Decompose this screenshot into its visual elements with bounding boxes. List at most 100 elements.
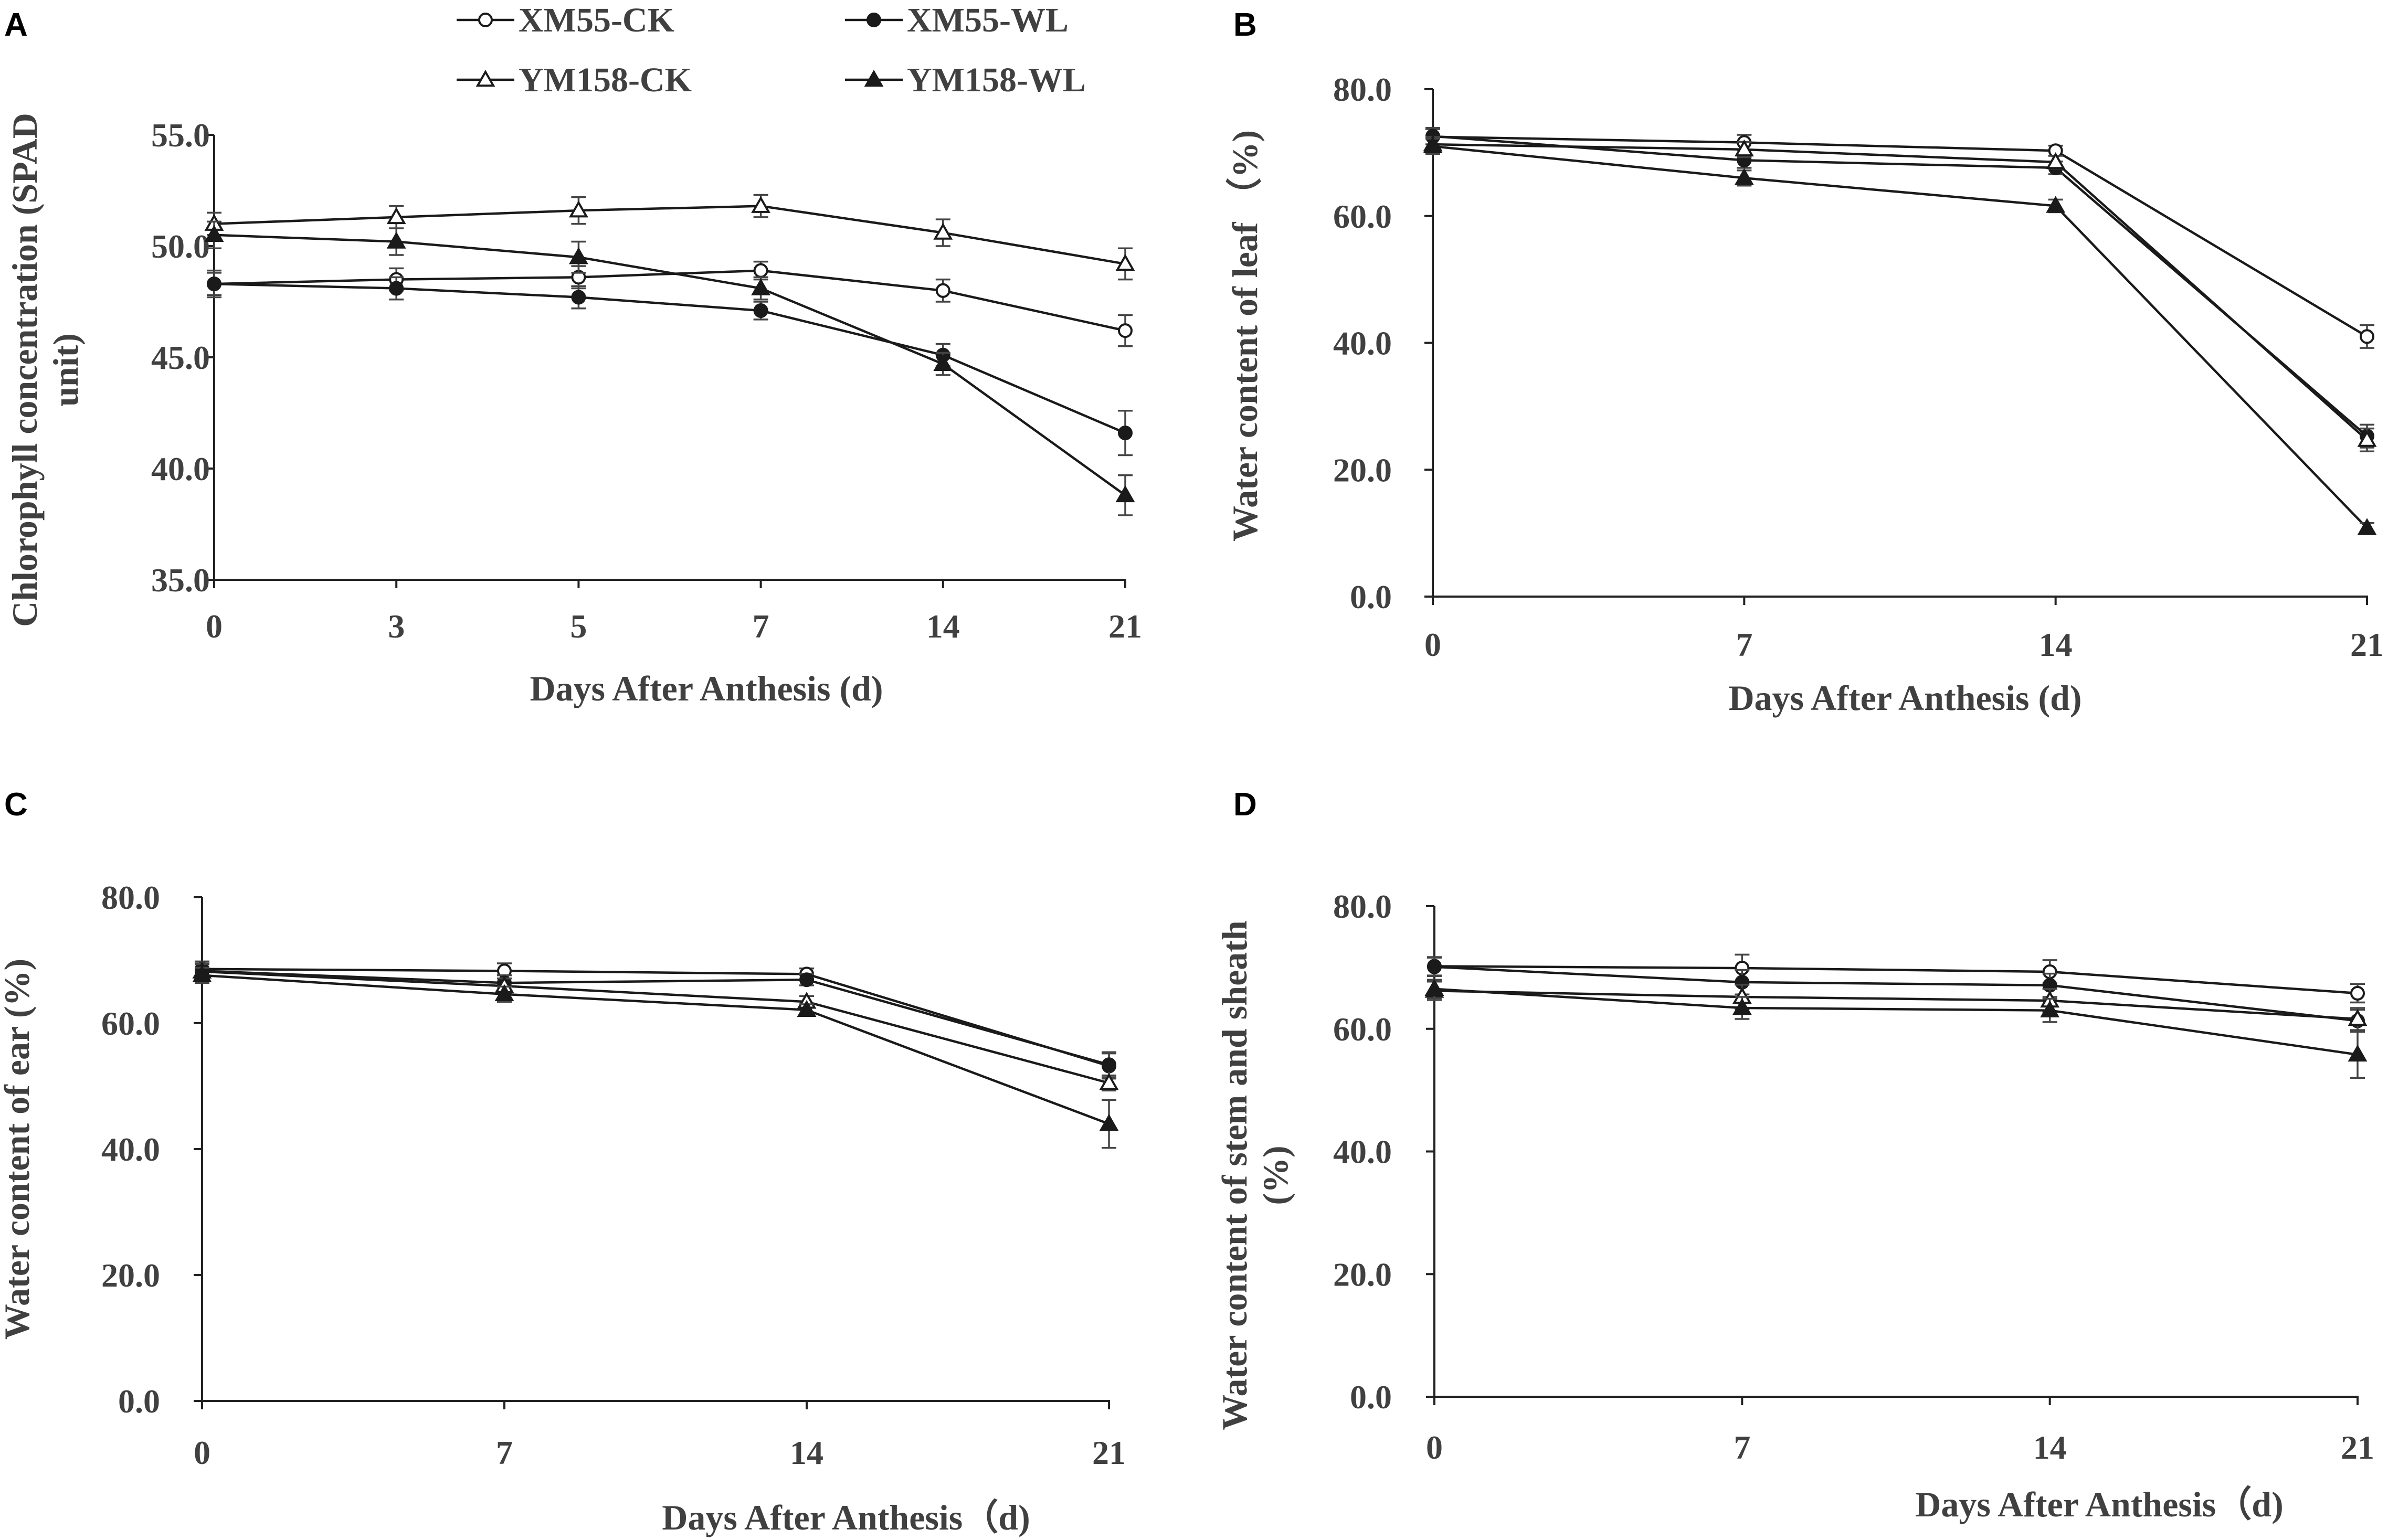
data-point: [386, 231, 406, 249]
data-point: [2040, 1000, 2060, 1017]
data-point: [751, 278, 771, 295]
x-tick-label: 14: [2039, 626, 2073, 663]
legend-label: YM158-WL: [907, 61, 1086, 99]
series-line: [1432, 135, 2368, 338]
x-tick-label: 7: [1736, 626, 1752, 663]
series-line: [1434, 965, 2358, 995]
data-point: [2348, 1009, 2368, 1026]
x-tick-label: 14: [926, 608, 960, 645]
legend: XM55-CK XM55-WL YM158-CK YM158-WL: [457, 1, 1086, 99]
data-point: [2348, 1044, 2368, 1062]
data-point: [1732, 997, 1752, 1015]
series-line: [202, 968, 1110, 1067]
x-axis-title: Days After Anthesis (d): [530, 668, 883, 708]
data-point: [494, 984, 514, 1002]
y-tick-label: 40.0: [1333, 325, 1392, 362]
data-point: [935, 283, 950, 298]
legend-label: XM55-CK: [519, 1, 674, 39]
series-line: [202, 970, 1110, 1085]
x-tick-label: 0: [1424, 626, 1441, 663]
series-ym158-wl: [1424, 979, 2368, 1079]
data-point: [2046, 152, 2066, 169]
data-point: [2360, 329, 2374, 344]
series-xm55-wl: [195, 962, 1116, 1078]
y-tick-label: 20.0: [1333, 1256, 1392, 1293]
series-line: [1434, 965, 2358, 1022]
x-tick-label: 21: [1092, 1434, 1126, 1471]
series-line: [214, 233, 1126, 496]
panel-letter: C: [4, 787, 28, 823]
x-tick-label: 21: [2350, 626, 2384, 663]
y-axis-title-line: Chlorophyll concentration (SPAD: [5, 113, 45, 627]
y-tick-label: 0.0: [1350, 578, 1392, 615]
data-point: [751, 196, 771, 213]
y-tick-label: 80.0: [101, 879, 160, 916]
data-point: [1099, 1072, 1119, 1090]
x-tick-label: 21: [2341, 1429, 2374, 1466]
y-axis-title: Water content of stem and sheath(%): [1214, 920, 1295, 1430]
data-point: [2357, 430, 2377, 447]
data-point: [1102, 1057, 1116, 1072]
data-point: [1734, 139, 1754, 157]
y-tick-label: 20.0: [1333, 451, 1392, 488]
data-point: [192, 965, 212, 983]
y-tick-label: 40.0: [151, 450, 210, 487]
y-tick-label: 60.0: [1333, 1011, 1392, 1048]
data-point: [799, 972, 814, 987]
x-tick-label: 7: [496, 1434, 513, 1471]
data-point: [1734, 168, 1754, 185]
y-axis-title-line: Water content of leaf （%): [1225, 130, 1265, 541]
x-tick-label: 5: [570, 608, 587, 645]
y-tick-label: 80.0: [1333, 71, 1392, 108]
y-tick-label: 50.0: [151, 228, 210, 265]
y-axis-title-line: Water content of stem and sheath: [1214, 920, 1254, 1430]
y-axis-title: Chlorophyll concentration (SPADunit): [5, 113, 86, 627]
data-point: [753, 263, 768, 278]
x-tick-label: 0: [194, 1434, 210, 1471]
series-line: [202, 974, 1110, 1125]
y-axis-title-line: (%): [1255, 1145, 1295, 1205]
y-axis-title: Water content of leaf （%): [1225, 130, 1265, 541]
y-tick-label: 0.0: [118, 1383, 160, 1420]
series-line: [214, 282, 1126, 434]
y-axis-title-line: unit): [46, 333, 86, 407]
legend-marker: [864, 69, 884, 87]
y-tick-label: 80.0: [1333, 888, 1392, 925]
data-point: [1115, 253, 1135, 271]
x-tick-label: 14: [790, 1434, 823, 1471]
data-point: [568, 200, 588, 218]
data-point: [933, 354, 953, 371]
x-tick-label: 21: [1108, 608, 1142, 645]
x-tick-label: 7: [1734, 1429, 1750, 1466]
panel-letter: B: [1233, 7, 1257, 43]
series-ym158-wl: [1423, 136, 2377, 535]
y-tick-label: 40.0: [101, 1131, 160, 1168]
data-point: [797, 1000, 817, 1017]
panels: A 35.0 40.0 45.0 50.0 55.0 0 3 5 7 14 21 Days After …: [0, 7, 2384, 1537]
legend-label: YM158-CK: [519, 61, 692, 99]
series-line: [214, 205, 1126, 265]
data-point: [2350, 985, 2365, 1001]
panel-letter: D: [1233, 787, 1257, 823]
series-ym158-wl: [204, 220, 1135, 516]
x-axis-title: Days After Anthesis (d): [1728, 678, 2081, 718]
y-tick-label: 40.0: [1333, 1133, 1392, 1171]
y-axis-title: Water content of ear (%): [0, 959, 37, 1340]
legend-entry-ym158-wl: YM158-WL: [845, 61, 1086, 99]
x-tick-label: 7: [753, 608, 769, 645]
y-tick-label: 0.0: [1350, 1378, 1392, 1416]
legend-entry-xm55-wl: XM55-WL: [845, 1, 1069, 39]
y-tick-label: 55.0: [151, 116, 210, 154]
x-tick-label: 14: [2033, 1429, 2067, 1466]
data-point: [207, 277, 221, 292]
data-point: [1423, 136, 1443, 154]
y-tick-label: 20.0: [101, 1257, 160, 1294]
x-tick-label: 0: [206, 608, 223, 645]
series-line: [202, 970, 1110, 1066]
y-tick-label: 60.0: [1333, 198, 1392, 235]
data-point: [2046, 196, 2066, 213]
series-line: [1434, 987, 2358, 1056]
data-point: [1118, 323, 1133, 338]
data-point: [571, 290, 586, 305]
